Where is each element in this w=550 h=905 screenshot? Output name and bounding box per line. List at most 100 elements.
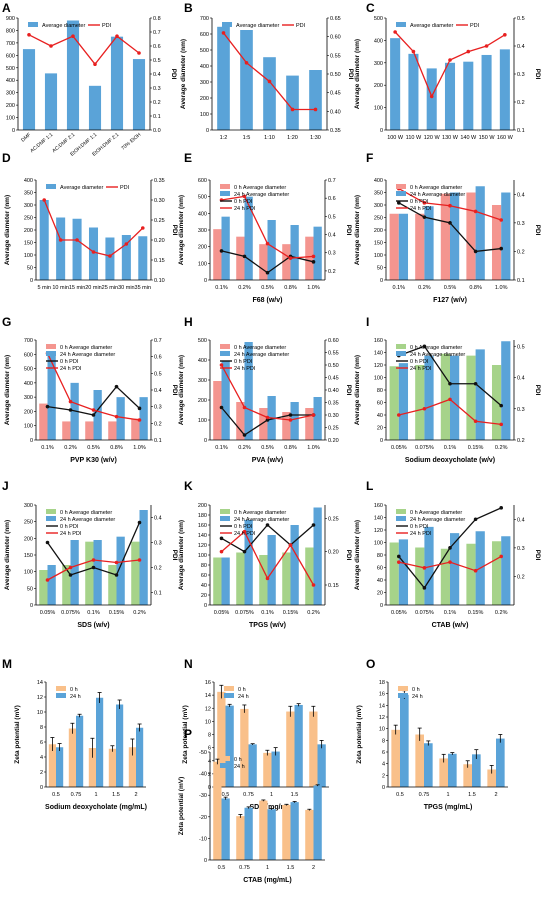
x-tick-label: 0.5% <box>261 445 274 451</box>
legend-label: 0 h PDI <box>234 199 253 205</box>
legend-label: 0 h PDI <box>410 359 429 365</box>
bar <box>286 75 299 130</box>
data-point <box>448 546 452 550</box>
data-point <box>311 413 316 417</box>
legend-label: 24 h Average diameter <box>234 517 289 523</box>
data-point <box>68 573 73 577</box>
x-tick-label: 0.75 <box>239 865 250 871</box>
bar <box>450 533 460 605</box>
x-axis-title: SDS (w/v) <box>77 622 109 629</box>
y-tick-label: 140 <box>198 533 207 539</box>
data-point <box>219 549 224 554</box>
data-point <box>397 413 401 417</box>
y-tick-label: 20 <box>377 591 383 597</box>
y-tick-label: 0 <box>204 858 207 864</box>
legend-label: 24 h Average diameter <box>234 192 289 198</box>
bar <box>267 220 276 280</box>
y-tick-label: 100 <box>374 541 383 547</box>
data-point <box>71 34 75 38</box>
y-tick-label: 160 <box>374 338 383 344</box>
data-point <box>242 254 247 259</box>
y-tick-label: 400 <box>198 211 207 217</box>
legend-label: Average diameter <box>60 185 103 191</box>
bar <box>116 397 125 440</box>
data-point <box>448 221 452 225</box>
y-tick-label: 400 <box>198 358 207 364</box>
bar <box>466 192 476 280</box>
x-tick-label: 0.15% <box>468 610 484 616</box>
x-tick-label: 1:5 <box>243 135 251 141</box>
x-tick-label: 0.5 <box>396 792 404 798</box>
y-tick-label: 600 <box>6 53 15 59</box>
data-point <box>448 397 452 402</box>
data-point <box>221 31 226 35</box>
data-point <box>473 381 478 386</box>
legend-label: 24 h Average diameter <box>410 352 465 358</box>
data-point <box>499 554 504 559</box>
bar <box>463 61 474 130</box>
data-point <box>311 254 316 259</box>
bar <box>271 751 280 787</box>
y-tick-label: 500 <box>200 48 209 54</box>
x-tick-label: 1.0% <box>133 445 146 451</box>
y2-tick-label: 0.25 <box>328 426 339 432</box>
y2-tick-label: 0.3 <box>517 221 525 227</box>
bar <box>62 421 71 440</box>
legend-swatch <box>220 191 230 196</box>
bar <box>391 729 400 787</box>
x-tick-label: 0.8% <box>284 445 297 451</box>
legend-label: 24 h Average diameter <box>410 192 465 198</box>
bar <box>96 697 104 787</box>
x-tick-label: 30 min <box>118 285 135 291</box>
bar <box>259 555 268 605</box>
bar <box>47 565 56 605</box>
x-tick-label: 0.8% <box>110 445 123 451</box>
panel-letter: L <box>366 479 373 493</box>
y-tick-label: 200 <box>198 503 207 509</box>
y2-tick-label: 0.8 <box>153 16 161 22</box>
data-point <box>42 198 47 202</box>
x-tick-label: 140 W <box>460 135 477 141</box>
bar <box>108 565 117 605</box>
y-tick-label: 0 <box>30 603 33 609</box>
y-tick-label: 200 <box>24 536 33 542</box>
data-point <box>466 49 471 54</box>
y-tick-label: 40 <box>377 578 383 584</box>
bar <box>400 694 409 787</box>
y-tick-label: 0 <box>40 785 43 791</box>
bar <box>290 802 299 860</box>
bar <box>93 540 102 605</box>
data-point <box>290 107 295 112</box>
panel-letter: A <box>2 1 11 15</box>
panel-letter: B <box>184 1 193 15</box>
bar <box>487 769 496 787</box>
y-tick-label: 100 <box>374 106 383 112</box>
data-point <box>68 399 73 404</box>
x-axis-title: PVA (w/v) <box>252 457 284 464</box>
y-tick-label: 300 <box>6 91 15 97</box>
y-tick-label: 8 <box>208 733 211 739</box>
x-tick-label: 1:2 <box>220 135 228 141</box>
y-tick-label: 150 <box>374 241 383 247</box>
legend-label: 0 h Average diameter <box>60 345 112 351</box>
y2-tick-label: 0.1 <box>517 128 525 134</box>
y-tick-label: 140 <box>374 351 383 357</box>
y2-tick-label: 0.50 <box>328 363 339 369</box>
data-point <box>219 536 224 541</box>
x-tick-label: 100 W <box>387 135 404 141</box>
y-tick-label: 12 <box>205 706 211 712</box>
data-point <box>242 405 247 410</box>
bar <box>213 381 222 440</box>
bar <box>282 552 291 605</box>
legend-label: 0 h Average diameter <box>234 185 286 191</box>
y-tick-label: 120 <box>198 543 207 549</box>
y-tick-label: 20 <box>377 426 383 432</box>
data-point <box>219 405 224 410</box>
y2-tick-label: 0.3 <box>328 251 336 257</box>
x-tick-label: 0.75 <box>71 792 82 798</box>
data-point <box>265 576 270 581</box>
legend-swatch <box>396 516 406 521</box>
data-point <box>45 578 50 582</box>
y-tick-label: 16 <box>205 680 211 686</box>
